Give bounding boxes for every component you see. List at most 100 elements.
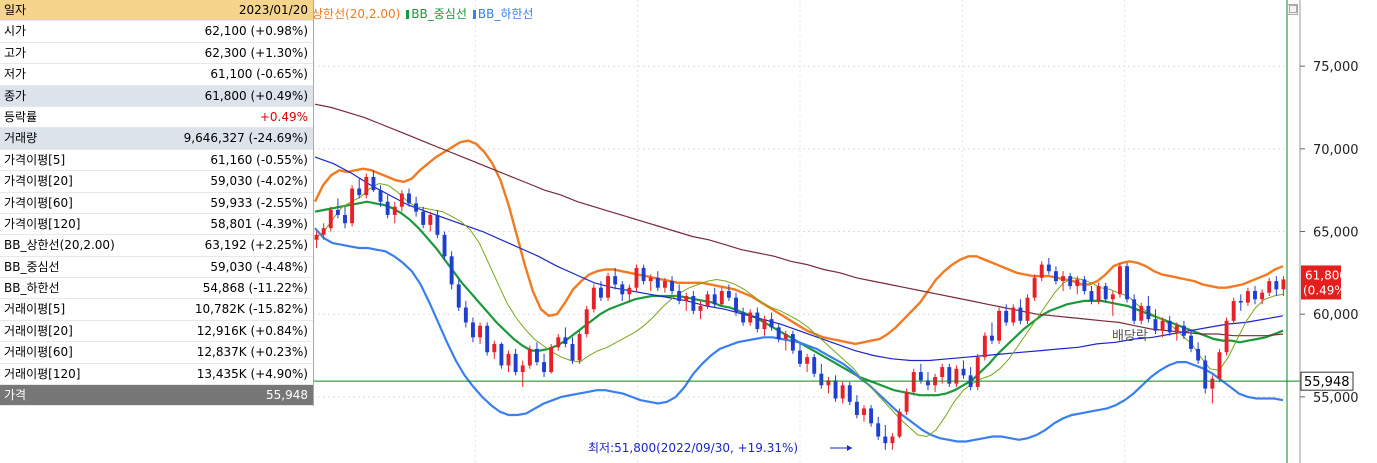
candle-body [677,291,682,301]
candle-body [1075,279,1080,287]
candle-body [1245,291,1250,303]
candle-body [598,287,603,298]
info-row-key: 가격이평[5] [4,152,66,167]
candle-body [684,295,689,301]
info-row-key: BB_상한선(20,2.00) [4,238,115,253]
info-row-key: 가격이평[20] [4,174,73,189]
candle-body [911,372,916,392]
candle-body [705,294,710,306]
info-row: 가격 55,948 [0,385,313,407]
legend-bb-lower-label: BB_하한선 [477,7,534,21]
info-row-key: 고가 [4,45,27,60]
candle-body [897,411,902,437]
info-row-key: 거래량 [4,131,38,146]
info-row-key: 종가 [4,88,27,103]
candle-body [655,277,660,288]
info-row-key: 저가 [4,67,27,82]
info-row-value: +0.49% [259,109,308,124]
candle-body [1196,348,1201,361]
candle-body [982,335,987,358]
info-row-value: 61,100 (-0.65%) [210,67,308,82]
low-annotation: 최저:51,800(2022/09/30, +19.31%) [588,441,798,455]
candle-body [1039,264,1044,278]
candle-body [1224,320,1229,353]
candle-body [613,276,618,285]
candle-body [485,325,490,353]
info-row-value: 61,800 (+0.49%) [204,88,308,103]
candle-body [634,267,639,288]
candle-body [549,347,554,373]
axis-tick-label: 60,000 [1313,308,1359,323]
axis-tick-label: 70,000 [1313,143,1359,158]
candle-body [940,367,945,378]
candle-body [1181,325,1186,336]
candle-body [314,234,319,240]
info-row: 가격이평[5] 61,160 (-0.55%) [0,150,313,172]
price-axis: 75,000 70,000 65,000 60,000 55,000 61,800(0.4… [1299,0,1359,463]
candle-body [1061,276,1066,282]
series-line [314,227,1284,443]
candle-body [357,188,362,196]
candle-body [1025,297,1030,321]
candle-body [563,337,568,344]
info-row-key: 가격이평[60] [4,195,73,210]
low-arrow-head [847,445,852,451]
candle-body [1231,300,1236,321]
candle-body [961,368,966,376]
info-row-value: 12,837K (+0.23%) [196,345,308,360]
restore-icon[interactable] [1289,5,1297,13]
axis-tick-label: 55,000 [1313,391,1359,406]
info-row: 시가 62,100 (+0.98%) [0,21,313,43]
series-line [314,156,1284,362]
candle-body [435,214,440,235]
candle-body [1110,294,1115,300]
info-row-value: 62,300 (+1.30%) [204,45,308,60]
candle-body [926,380,930,386]
series-line [314,103,1284,337]
candle-body [1167,320,1172,333]
info-row-value: 55,948 [266,388,308,403]
chart-grid [313,0,1287,463]
candle-body [1146,305,1151,320]
info-row-value: 59,933 (-2.55%) [210,195,308,210]
candle-body [627,287,632,295]
candle-body [556,337,561,348]
indicator-lines [313,103,1284,443]
info-row-value: 62,100 (+0.98%) [204,24,308,39]
candle-body [1032,277,1037,298]
candle-body [819,373,824,386]
candle-body [954,368,959,384]
last-change-label: (0.49%) [1303,283,1350,297]
info-row-key: 가격 [4,388,27,403]
candle-body [378,190,383,202]
candle-body [734,297,738,313]
candle-body [1096,286,1101,301]
candle-body [414,203,419,212]
legend-bb-lower: BB_하한선 [472,5,534,22]
candle-body [1068,276,1073,287]
candle-body [776,327,781,339]
info-row: BB_상한선(20,2.00) 63,192 (+2.25%) [0,235,313,257]
candle-body [442,234,447,257]
candle-body [947,367,952,384]
candle-body [534,348,539,363]
candle-body [1203,360,1208,389]
candle-body [805,357,810,364]
candle-body [527,348,532,366]
candle-body [876,423,881,437]
candle-body [812,357,817,374]
candle-body [620,284,625,295]
info-row: 가격이평[60] 59,933 (-2.55%) [0,193,313,214]
candle-body [1153,319,1158,331]
candle-body [726,291,731,298]
candle-body [1174,325,1179,333]
candle-body [492,343,497,353]
info-row: 거래이평[5] 10,782K (-15.82%) [0,299,313,321]
info-row: 종가 61,800 (+0.49%) [0,85,313,107]
candle-body [591,287,596,310]
series-line [313,139,1284,346]
candle-body [1018,307,1023,321]
candle-body [918,372,923,381]
candle-body [1210,378,1215,389]
